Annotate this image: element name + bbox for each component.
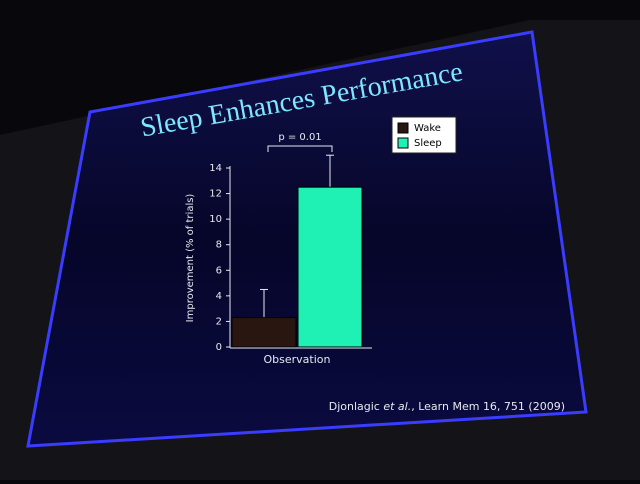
significance-bracket	[267, 145, 333, 152]
x-tick-label: Observation	[264, 353, 331, 366]
bar	[231, 317, 297, 348]
y-tick-label: 4	[216, 291, 222, 302]
y-tick-label: 14	[209, 163, 222, 174]
legend-swatch	[397, 122, 409, 134]
citation-author: Djonlagic	[329, 400, 380, 413]
y-tick-label: 10	[209, 214, 222, 225]
y-tick-label: 6	[216, 265, 222, 276]
y-tick-label: 12	[209, 189, 222, 200]
annotation: p = 0.01	[278, 132, 321, 143]
citation: Djonlagic et al., Learn Mem 16, 751 (200…	[329, 400, 565, 413]
y-axis-label: Improvement (% of trials)	[185, 194, 196, 323]
citation-etal: et al.	[383, 400, 411, 413]
legend-label: Sleep	[414, 138, 442, 149]
y-tick-label: 8	[216, 240, 222, 251]
citation-rest: , Learn Mem 16, 751 (2009)	[411, 400, 565, 413]
bar	[297, 186, 363, 348]
legend-label: Wake	[414, 123, 441, 134]
y-tick-label: 0	[216, 342, 222, 353]
legend-swatch	[397, 137, 409, 149]
y-tick-label: 2	[216, 316, 222, 327]
